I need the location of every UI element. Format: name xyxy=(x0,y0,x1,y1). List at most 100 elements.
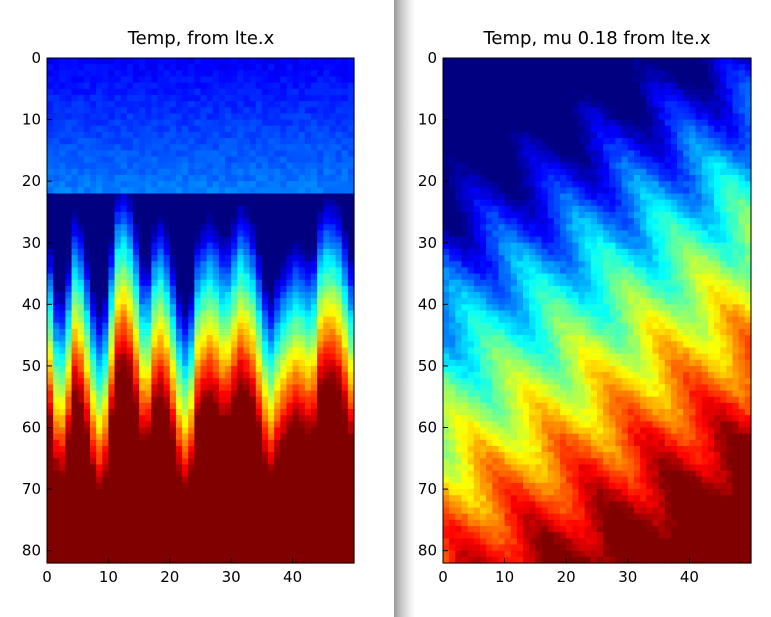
heatmap-cell xyxy=(175,144,183,151)
heatmap-cell xyxy=(212,107,220,115)
heatmap-cell xyxy=(120,439,128,447)
heatmap-cell xyxy=(169,353,177,361)
heatmap-cell xyxy=(744,156,752,164)
heatmap-cell xyxy=(640,113,647,121)
heatmap-cell xyxy=(47,482,54,490)
heatmap-cell xyxy=(274,150,281,158)
heatmap-cell xyxy=(89,489,97,496)
heatmap-cell xyxy=(126,476,134,484)
heatmap-cell xyxy=(597,156,604,164)
heatmap-cell xyxy=(114,150,122,158)
heatmap-cell xyxy=(304,501,312,509)
heatmap-cell xyxy=(255,181,263,188)
heatmap-cell xyxy=(231,88,238,96)
heatmap-cell xyxy=(670,58,678,65)
heatmap-cell xyxy=(59,261,67,268)
heatmap-cell xyxy=(658,144,666,151)
heatmap-cell xyxy=(479,70,487,78)
heatmap-cell xyxy=(200,199,208,207)
heatmap-cell xyxy=(157,470,165,478)
heatmap-cell xyxy=(443,88,450,96)
heatmap-cell xyxy=(53,341,60,349)
heatmap-cell xyxy=(194,519,202,527)
heatmap-cell xyxy=(578,94,586,102)
heatmap-cell xyxy=(231,328,238,336)
heatmap-cell xyxy=(47,285,54,293)
heatmap-cell xyxy=(206,445,214,453)
heatmap-cell xyxy=(292,445,300,453)
heatmap-cell xyxy=(53,433,60,441)
heatmap-cell xyxy=(53,501,60,509)
heatmap-cell xyxy=(274,279,281,287)
heatmap-cell xyxy=(304,242,312,250)
heatmap-cell xyxy=(298,476,306,484)
heatmap-cell xyxy=(311,156,318,164)
heatmap-cell xyxy=(609,156,617,164)
heatmap-cell xyxy=(83,175,91,182)
heatmap-cell xyxy=(151,218,159,225)
heatmap-cell xyxy=(311,273,318,281)
heatmap-cell xyxy=(120,556,128,564)
heatmap-cell xyxy=(443,64,450,71)
heatmap-cell xyxy=(584,82,592,90)
heatmap-cell xyxy=(194,199,202,207)
heatmap-cell xyxy=(627,82,635,90)
heatmap-cell xyxy=(323,470,331,478)
heatmap-cell xyxy=(695,64,703,71)
heatmap-cell xyxy=(231,476,238,484)
heatmap-cell xyxy=(59,489,67,496)
heatmap-cell xyxy=(126,538,134,546)
heatmap-cell xyxy=(218,310,226,318)
heatmap-cell xyxy=(261,199,269,207)
heatmap-cell xyxy=(621,82,629,90)
heatmap-cell xyxy=(212,70,220,78)
heatmap-cell xyxy=(268,101,275,108)
heatmap-cell xyxy=(59,304,67,312)
heatmap-cell xyxy=(163,64,171,71)
heatmap-cell xyxy=(231,162,238,170)
heatmap-cell xyxy=(157,353,165,361)
heatmap-cell xyxy=(59,421,67,429)
heatmap-cell xyxy=(237,489,245,496)
heatmap-cell xyxy=(188,242,195,250)
heatmap-cell xyxy=(646,70,654,78)
heatmap-cell xyxy=(225,88,232,96)
heatmap-cell xyxy=(169,341,177,349)
heatmap-cell xyxy=(578,156,586,164)
heatmap-cell xyxy=(218,94,226,102)
heatmap-cell xyxy=(65,131,73,139)
heatmap-cell xyxy=(114,193,122,201)
heatmap-cell xyxy=(249,187,257,195)
heatmap-cell xyxy=(732,94,740,102)
heatmap-cell xyxy=(323,242,331,250)
heatmap-cell xyxy=(274,489,281,496)
heatmap-cell xyxy=(268,519,275,527)
heatmap-cell xyxy=(206,378,214,385)
heatmap-cell xyxy=(200,162,208,170)
heatmap-cell xyxy=(732,125,740,133)
heatmap-cell xyxy=(584,76,592,84)
heatmap-cell xyxy=(292,236,300,244)
heatmap-cell xyxy=(553,76,561,84)
heatmap-cell xyxy=(479,156,487,164)
heatmap-cell xyxy=(268,526,275,533)
heatmap-cell xyxy=(102,341,109,349)
heatmap-cell xyxy=(311,347,318,355)
heatmap-cell xyxy=(225,125,232,133)
heatmap-cell xyxy=(212,150,220,158)
heatmap-cell xyxy=(65,205,73,213)
heatmap-cell xyxy=(510,125,518,133)
heatmap-cell xyxy=(516,144,524,151)
heatmap-cell xyxy=(510,131,518,139)
heatmap-cell xyxy=(108,439,116,447)
heatmap-cell xyxy=(65,187,73,195)
heatmap-cell xyxy=(311,205,318,213)
heatmap-cell xyxy=(225,458,232,466)
heatmap-cell xyxy=(621,144,629,151)
heatmap-cell xyxy=(47,372,54,379)
heatmap-cell xyxy=(151,181,159,188)
heatmap-cell xyxy=(553,70,561,78)
heatmap-cell xyxy=(108,181,116,188)
heatmap-cell xyxy=(237,458,245,466)
heatmap-cell xyxy=(218,261,226,268)
